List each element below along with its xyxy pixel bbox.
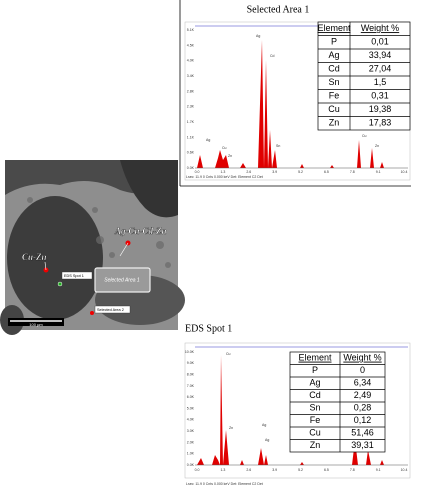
y-tick-label: 2.3K <box>187 105 195 109</box>
table-cell: Zn <box>329 118 340 128</box>
y-tick-label: 10.0K <box>185 350 195 354</box>
table-cell: Fe <box>329 91 340 101</box>
table-cell: 33,94 <box>369 50 392 60</box>
table-cell: Sn <box>309 403 320 413</box>
phase-label: Cu-Zn <box>22 252 47 262</box>
peak-label: Cu <box>226 352 231 356</box>
spot-label: EDS Spot 1 <box>64 274 84 278</box>
table-cell: 27,04 <box>369 64 392 74</box>
table-cell: 17,83 <box>369 118 392 128</box>
spectrum-footer: Lsec: 11.9 0 Cnts 0.000 keV Det: Element… <box>186 482 263 486</box>
table-header: Weight % <box>361 23 399 33</box>
y-tick-label: 3.0K <box>187 429 195 433</box>
sem-image: Ag-Cu-Cd-Zn Cu-Zn EDS Spot 1 Selected Ar… <box>0 160 185 335</box>
y-tick-label: 8.0K <box>187 373 195 377</box>
y-tick-label: 4.0K <box>187 59 195 63</box>
y-tick-label: 3.4K <box>187 74 195 78</box>
area-label: Selected Area 1 <box>104 277 140 283</box>
x-tick-label: 7.8 <box>350 468 355 472</box>
table-header: Weight % <box>343 353 381 363</box>
area-label: Selected Area 2 <box>97 308 124 312</box>
y-tick-label: 0.6K <box>187 151 195 155</box>
y-tick-label: 1.7K <box>187 120 195 124</box>
x-tick-label: 5.2 <box>298 468 303 472</box>
table-cell: 1,5 <box>374 77 387 87</box>
peak-label: Cu <box>362 134 367 138</box>
x-tick-label: 7.8 <box>350 170 355 174</box>
x-tick-label: 0.0 <box>195 468 200 472</box>
peak-label: Cu <box>222 146 227 150</box>
y-tick-label: 7.0K <box>187 384 195 388</box>
x-tick-label: 6.5 <box>324 170 329 174</box>
y-tick-label: 9.0K <box>187 361 195 365</box>
table-cell: P <box>312 365 318 375</box>
phase-label: Ag-Cu-Cd-Zn <box>114 226 167 236</box>
x-tick-label: 1.3 <box>220 170 225 174</box>
y-tick-label: 5.1K <box>187 28 195 32</box>
x-tick-label: 5.2 <box>298 170 303 174</box>
table-cell: 0,31 <box>371 91 389 101</box>
peak-label: Ag <box>262 423 266 427</box>
x-tick-label: 9.1 <box>376 170 381 174</box>
x-tick-label: 1.3 <box>220 468 225 472</box>
table-cell: Cd <box>328 64 340 74</box>
peak-label: Zn <box>375 144 379 148</box>
y-tick-label: 2.0K <box>187 440 195 444</box>
table-cell: Cu <box>328 104 340 114</box>
x-tick-label: 10.4 <box>401 468 408 472</box>
x-tick-label: 6.5 <box>324 468 329 472</box>
table-cell: 0,12 <box>354 415 372 425</box>
table-cell: 51,46 <box>351 428 374 438</box>
y-tick-label: 0.0K <box>187 166 195 170</box>
peak-label: Ag <box>256 34 260 38</box>
table-cell: Cd <box>309 390 321 400</box>
x-tick-label: 3.9 <box>272 468 277 472</box>
peak-label: Cd <box>270 54 275 58</box>
table-cell: Sn <box>328 77 339 87</box>
table-cell: 0,28 <box>354 403 372 413</box>
x-tick-label: 2.6 <box>246 468 251 472</box>
x-tick-label: 0.0 <box>195 170 200 174</box>
table-cell: Zn <box>310 440 321 450</box>
x-tick-label: 9.1 <box>376 468 381 472</box>
peak-label: Sn <box>276 144 280 148</box>
y-tick-label: 6.0K <box>187 395 195 399</box>
x-tick-label: 10.4 <box>401 170 408 174</box>
y-tick-label: 4.5K <box>187 43 195 47</box>
peak-label: Zn <box>229 426 233 430</box>
spectrum-footer: Lsec: 11.9 0 Cnts 0.000 keV Det: Element… <box>186 175 263 179</box>
table-cell: 19,38 <box>369 104 392 114</box>
panel-title: EDS Spot 1 <box>185 323 232 334</box>
table-cell: Ag <box>328 50 339 60</box>
table-cell: 2,49 <box>354 390 372 400</box>
table-cell: 0,01 <box>371 37 389 47</box>
scale-bar-label: 100 µm <box>29 322 43 327</box>
table-cell: Ag <box>309 378 320 388</box>
panel-title: Selected Area 1 <box>247 4 310 15</box>
table-header: Element <box>317 23 351 33</box>
y-tick-label: 5.0K <box>187 406 195 410</box>
y-tick-label: 2.8K <box>187 89 195 93</box>
table-cell: Cu <box>309 428 321 438</box>
peak-label: Ag <box>265 438 269 442</box>
x-tick-label: 2.6 <box>246 170 251 174</box>
x-tick-label: 3.9 <box>272 170 277 174</box>
y-tick-label: 1.0K <box>187 452 195 456</box>
peak-label: Ag <box>206 138 210 142</box>
table-cell: 6,34 <box>354 378 372 388</box>
table-cell: 39,31 <box>351 440 374 450</box>
y-tick-label: 0.0K <box>187 463 195 467</box>
table-cell: 0 <box>360 365 365 375</box>
peak-label: Zn <box>228 154 232 158</box>
y-tick-label: 1.1K <box>187 135 195 139</box>
table-header: Element <box>298 353 332 363</box>
y-tick-label: 4.0K <box>187 418 195 422</box>
table-cell: P <box>331 37 337 47</box>
table-cell: Fe <box>310 415 321 425</box>
